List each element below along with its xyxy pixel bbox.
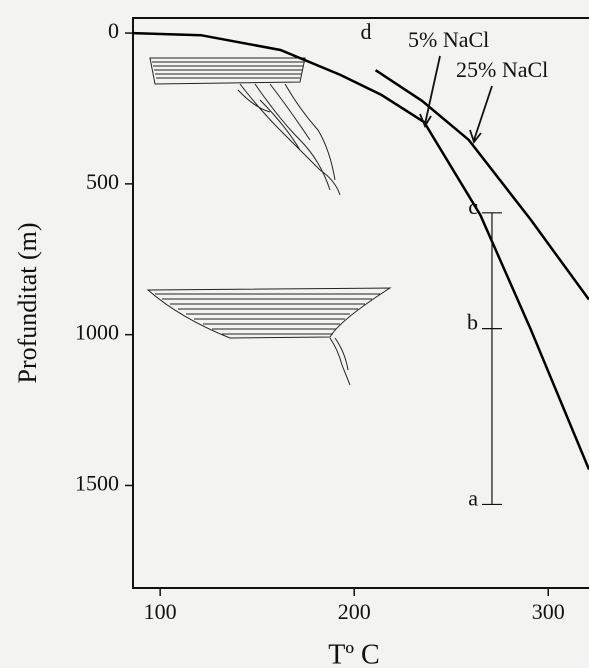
legend-label: 5% NaCl — [408, 27, 489, 52]
x-tick-label: 300 — [532, 599, 565, 624]
legend-label: 25% NaCl — [456, 57, 548, 82]
arrow — [469, 85, 493, 144]
curve — [133, 31, 589, 470]
y-tick-label: 0 — [108, 18, 119, 43]
profile-marker-label: a — [468, 486, 478, 511]
profile-marker-label: c — [468, 194, 478, 219]
curve — [374, 69, 589, 301]
y-axis-label: Profunditat (m) — [13, 222, 42, 383]
x-tick-label: 200 — [338, 599, 371, 624]
plot-frame — [132, 17, 589, 589]
plot-area — [133, 31, 589, 470]
basin-sketch-upper — [149, 57, 341, 196]
profile-marker-label: b — [467, 310, 478, 335]
y-tick-label: 500 — [86, 169, 119, 194]
basin-sketch-lower — [146, 287, 392, 386]
x-tick-label: 100 — [144, 599, 177, 624]
arrow — [419, 55, 441, 128]
x-axis-label: Tº C — [328, 639, 379, 668]
y-tick-label: 1500 — [75, 471, 119, 496]
point-label: d — [360, 19, 371, 44]
y-tick-label: 1000 — [75, 320, 119, 345]
